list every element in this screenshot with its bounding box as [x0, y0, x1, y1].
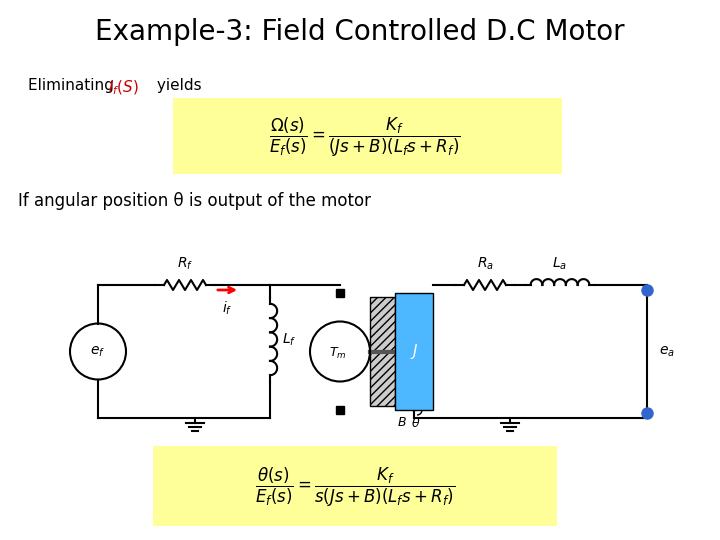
Text: Eliminating: Eliminating — [28, 78, 119, 93]
Text: $T_m$: $T_m$ — [329, 346, 347, 361]
FancyBboxPatch shape — [173, 98, 562, 174]
Text: $e_f$: $e_f$ — [91, 345, 106, 359]
Bar — [336, 406, 344, 414]
Bar — [370, 297, 395, 406]
Text: $L_f$: $L_f$ — [282, 332, 297, 348]
Text: $\theta$: $\theta$ — [411, 416, 420, 430]
Text: $B$: $B$ — [397, 416, 407, 429]
Text: $i_f$: $i_f$ — [222, 300, 233, 318]
Text: $J$: $J$ — [410, 342, 418, 361]
Text: Example-3: Field Controlled D.C Motor: Example-3: Field Controlled D.C Motor — [95, 18, 625, 46]
Text: $R_f$: $R_f$ — [177, 255, 193, 272]
Text: $\dfrac{\Omega(s)}{E_f(s)} = \dfrac{K_f}{(Js+B)(L_f s + R_f)}$: $\dfrac{\Omega(s)}{E_f(s)} = \dfrac{K_f}… — [269, 116, 461, 159]
Text: yields: yields — [152, 78, 202, 93]
Text: $R_a$: $R_a$ — [477, 255, 493, 272]
Text: $L_a$: $L_a$ — [552, 255, 567, 272]
Bar — [395, 293, 433, 410]
Bar — [336, 289, 344, 297]
Text: If angular position θ is output of the motor: If angular position θ is output of the m… — [18, 192, 371, 210]
FancyBboxPatch shape — [153, 446, 557, 526]
Text: $\mathit{I_f(S)}$: $\mathit{I_f(S)}$ — [108, 79, 139, 97]
Text: $e_a$: $e_a$ — [659, 345, 675, 359]
Text: $\dfrac{\theta(s)}{E_f(s)} = \dfrac{K_f}{s(Js+B)(L_f s + R_f)}$: $\dfrac{\theta(s)}{E_f(s)} = \dfrac{K_f}… — [255, 465, 455, 509]
